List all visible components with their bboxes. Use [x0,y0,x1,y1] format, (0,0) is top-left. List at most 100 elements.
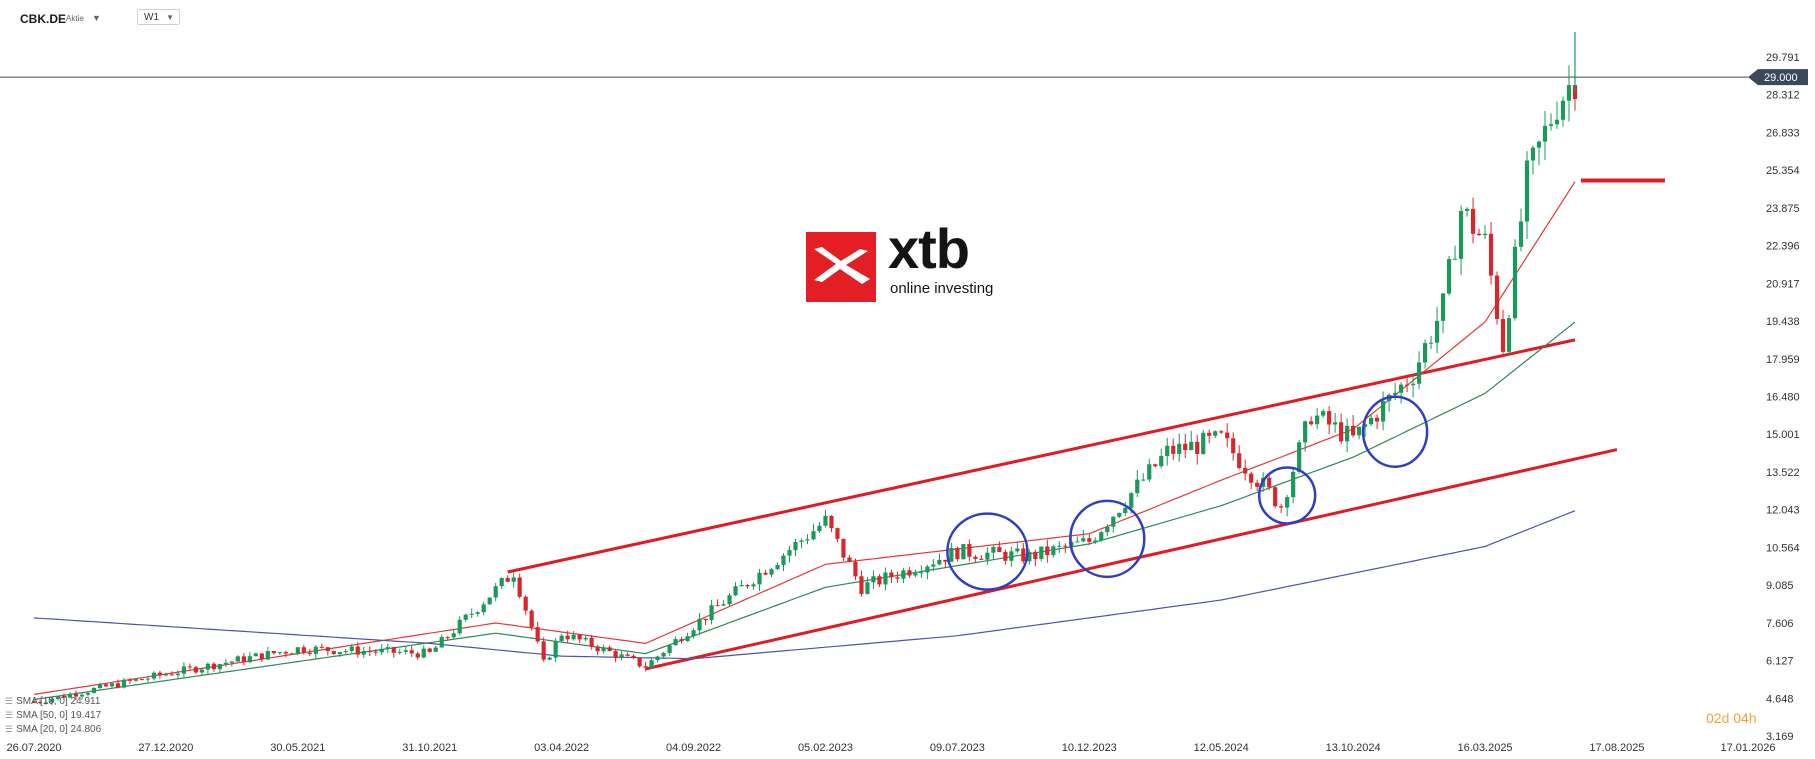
candle-body [235,656,240,662]
x-tick-label: 09.07.2023 [930,742,985,754]
candle-body [709,605,714,621]
candle-body [787,550,792,556]
candle-body [793,541,798,551]
candle-body [931,564,936,567]
x-tick-label: 13.10.2024 [1326,742,1381,754]
candle-body [721,604,726,606]
candle-body [859,576,864,594]
candle-body [925,566,930,573]
candle-body [37,702,43,704]
candle-body [151,672,157,679]
candle-body [1027,552,1032,562]
candle-body [1063,545,1068,547]
x-tick-label: 17.08.2025 [1589,742,1644,754]
candle-body [103,684,109,687]
candle-body [535,627,540,642]
candle-body [1536,141,1542,148]
candle-body [883,572,888,585]
candle-body [1404,384,1410,386]
candle-body [607,647,612,652]
candle-body [439,637,444,648]
candle-body [553,641,558,658]
candle-body [1566,85,1572,101]
candle-body [799,540,804,542]
candle-body [637,657,642,667]
indicator-legend-sma10[interactable]: ☰ SMA [10, 0] 24.911 [5,696,100,707]
candle-body [955,547,960,560]
y-tick-label: 4.648 [1766,693,1794,705]
candle-body [49,698,55,703]
settings-icon[interactable]: ☰ [5,710,14,720]
candle-body [517,577,522,597]
candle-body [1225,432,1230,439]
annotation-circle [1361,395,1429,468]
candle-body [1416,362,1422,384]
candle-body [493,586,498,598]
candle-body [595,646,600,652]
candle-body [1309,421,1314,425]
candle-body [1171,445,1176,454]
symbol-dropdown-chevron-icon[interactable]: ▼ [92,13,101,23]
logo-wordmark: xtb [888,217,970,280]
candle-body [1530,147,1536,161]
candle-body [727,595,732,605]
candle-body [1051,546,1056,556]
candle-body [889,572,894,578]
candle-body [505,578,510,582]
candle-body [139,679,145,681]
candle-body [547,657,552,660]
candle-body [1057,545,1062,547]
candle-body [1003,551,1008,561]
candle-body [865,582,870,594]
candle-body [1339,422,1344,442]
candle-body [961,544,966,560]
candle-body [1183,443,1188,451]
candle-body [391,647,396,653]
candle-body [919,572,924,574]
candle-body [481,604,486,613]
sma-line [33,510,1576,660]
candle-body [283,652,288,654]
candle-body [1213,431,1218,436]
candle-body [655,656,660,661]
xtb-x-mark-icon [806,232,876,302]
candle-body [1321,411,1326,416]
candle-body [1542,125,1548,142]
candle-body [1345,425,1350,442]
candle-body [325,647,330,652]
candle-body [613,651,618,658]
candle-body [1195,441,1200,455]
candle-body [1512,246,1518,319]
symbol-type-label: Aktie [66,14,84,23]
candle-body [1524,160,1530,222]
candle-body [247,656,252,663]
candle-body [43,702,49,704]
settings-icon[interactable]: ☰ [5,696,14,706]
timeframe-select[interactable]: W1 ▼ [137,9,180,25]
countdown-hours: 04 [1733,710,1749,726]
timeframe-chevron-down-icon: ▼ [166,13,174,22]
candle-body [457,619,462,634]
candle-body [559,635,564,642]
candle-body [751,584,756,587]
candle-body [1422,343,1428,363]
symbol-name[interactable]: CBK.DE [20,12,67,26]
indicator-label: SMA [50, 0] 19.417 [16,710,102,721]
indicator-legend-sma20[interactable]: ☰ SMA [20, 0] 24.806 [5,724,101,735]
candle-body [619,654,624,658]
settings-icon[interactable]: ☰ [5,724,14,734]
candle-body [487,597,492,605]
candle-body [367,651,372,653]
current-price-tag [1748,69,1808,86]
annotation-circle [1257,466,1317,525]
candle-body [385,647,390,649]
candle-body [1267,477,1272,488]
candle-body [679,639,684,642]
candle-body [661,652,666,657]
candle-body [301,647,306,653]
logo-tagline: online investing [890,280,994,297]
candle-body [1093,540,1098,542]
candle-body [313,646,318,654]
indicator-legend-sma50[interactable]: ☰ SMA [50, 0] 19.417 [5,710,101,721]
